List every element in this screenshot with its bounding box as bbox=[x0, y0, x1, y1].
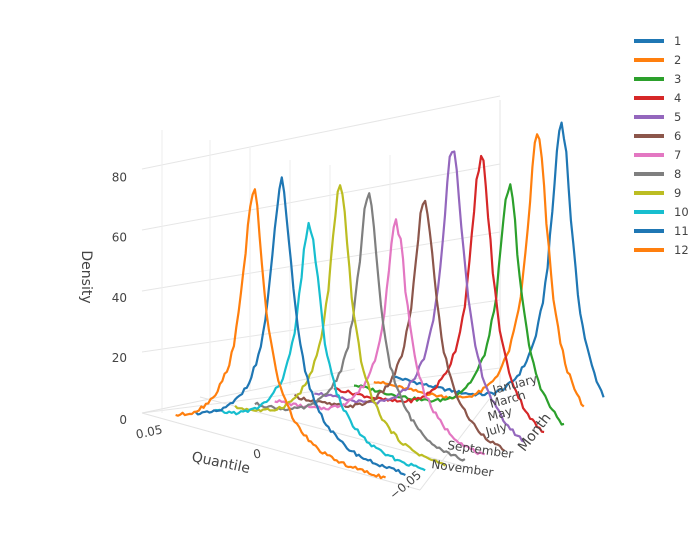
z-tick-label: 60 bbox=[112, 231, 127, 245]
density-curves bbox=[175, 121, 605, 480]
grid-lines bbox=[141, 95, 501, 491]
series-4-line bbox=[333, 154, 545, 434]
z-tick-label: 80 bbox=[112, 171, 127, 185]
legend-label: 4 bbox=[674, 90, 682, 105]
x-tick-label: −0.05 bbox=[387, 468, 424, 502]
series-2-line bbox=[373, 133, 585, 408]
legend-swatch bbox=[634, 76, 664, 81]
legend-item[interactable]: 5 bbox=[634, 107, 689, 126]
legend-swatch bbox=[634, 95, 664, 100]
gridline bbox=[141, 412, 421, 491]
series-8-line bbox=[254, 192, 466, 462]
z-tick-label: 40 bbox=[112, 291, 127, 305]
legend-label: 7 bbox=[674, 147, 682, 162]
legend-label: 3 bbox=[674, 71, 682, 86]
z-tick-label: 0 bbox=[119, 413, 127, 427]
z-tick-label: 20 bbox=[112, 351, 127, 365]
legend-label: 5 bbox=[674, 109, 682, 124]
gridline bbox=[419, 384, 501, 491]
legend-label: 2 bbox=[674, 52, 682, 67]
legend-item[interactable]: 9 bbox=[634, 183, 689, 202]
legend-item[interactable]: 6 bbox=[634, 126, 689, 145]
legend-swatch bbox=[634, 209, 664, 214]
legend-item[interactable]: 2 bbox=[634, 50, 689, 69]
legend-label: 9 bbox=[674, 185, 682, 200]
legend-item[interactable]: 7 bbox=[634, 145, 689, 164]
gridline bbox=[141, 368, 356, 414]
legend-label: 12 bbox=[674, 242, 689, 257]
legend-swatch bbox=[634, 38, 664, 43]
series-12-line bbox=[175, 188, 387, 480]
series-1-line bbox=[393, 121, 605, 398]
legend-label: 11 bbox=[674, 223, 689, 238]
gridline bbox=[141, 163, 501, 231]
legend-swatch bbox=[634, 152, 664, 157]
series-9-line bbox=[234, 184, 446, 467]
legend-swatch bbox=[634, 247, 664, 252]
legend-label: 10 bbox=[674, 204, 689, 219]
legend-swatch bbox=[634, 133, 664, 138]
y-axis-title: Month bbox=[515, 410, 555, 454]
series-7-line bbox=[274, 218, 486, 456]
series-10-line bbox=[215, 221, 426, 472]
z-axis-title: Density bbox=[78, 250, 94, 303]
series-3-line bbox=[353, 183, 565, 426]
legend-item[interactable]: 1 bbox=[634, 31, 689, 50]
legend-swatch bbox=[634, 228, 664, 233]
legend-label: 8 bbox=[674, 166, 682, 181]
legend-item[interactable]: 10 bbox=[634, 202, 689, 221]
y-tick-label: November bbox=[431, 457, 495, 480]
legend-item[interactable]: 12 bbox=[634, 240, 689, 259]
gridline bbox=[141, 299, 501, 353]
legend-swatch bbox=[634, 171, 664, 176]
legend-label: 1 bbox=[674, 33, 682, 48]
legend-item[interactable]: 4 bbox=[634, 88, 689, 107]
legend-swatch bbox=[634, 190, 664, 195]
gridline bbox=[141, 231, 501, 292]
x-tick-label: 0 bbox=[252, 446, 262, 461]
x-axis-title: Quantile bbox=[190, 449, 251, 477]
y-tick-label: May bbox=[486, 404, 514, 424]
gridline bbox=[141, 95, 501, 170]
series-6-line bbox=[294, 199, 506, 452]
legend-swatch bbox=[634, 114, 664, 119]
series-11-line bbox=[194, 176, 406, 477]
legend-item[interactable]: 3 bbox=[634, 69, 689, 88]
legend-swatch bbox=[634, 57, 664, 62]
legend-item[interactable]: 11 bbox=[634, 221, 689, 240]
legend-label: 6 bbox=[674, 128, 682, 143]
y-tick-label: July bbox=[483, 420, 508, 439]
legend-item[interactable]: 8 bbox=[634, 164, 689, 183]
legend: 1 2 3 4 5 6 7 8 9 10 11 12 bbox=[634, 31, 689, 259]
x-tick-label: 0.05 bbox=[135, 422, 164, 441]
